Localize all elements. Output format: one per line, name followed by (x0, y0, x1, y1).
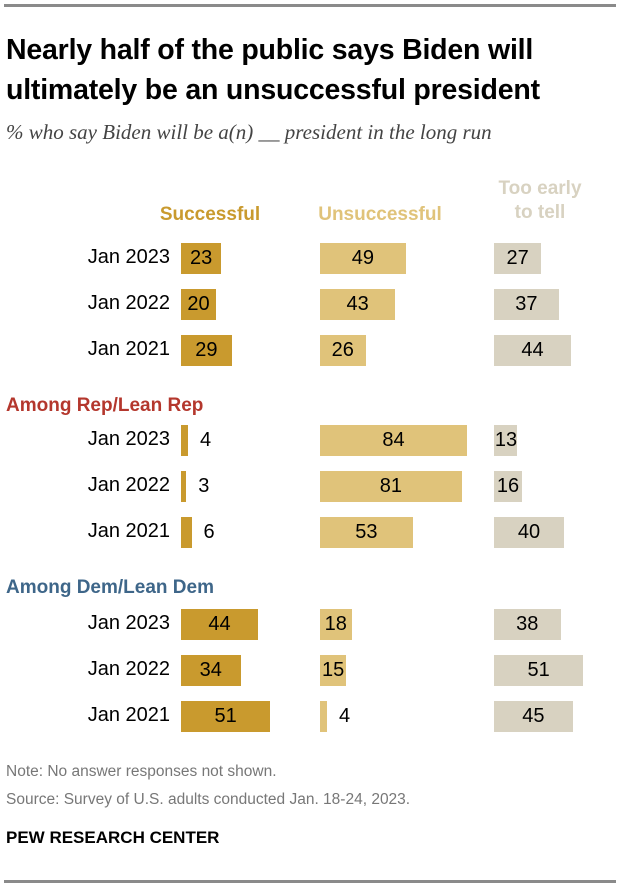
legend-too-early-line2: to tell (514, 202, 566, 223)
bar-unsuccessful (320, 655, 347, 686)
bar-successful (181, 701, 271, 732)
bar-unsuccessful (320, 471, 462, 502)
bar-too-early (494, 471, 522, 502)
value-label-unsuccessful: 49 (351, 247, 374, 269)
top-rule (4, 4, 616, 7)
bar-successful (181, 289, 216, 320)
value-label-unsuccessful: 43 (346, 293, 369, 315)
value-label-too-early: 13 (494, 429, 518, 451)
bar-successful (181, 243, 222, 274)
value-label-unsuccessful: 15 (322, 659, 345, 681)
row-label: Jan 2023 (87, 246, 170, 268)
value-label-successful: 4 (200, 429, 212, 451)
value-label-unsuccessful: 18 (324, 613, 347, 635)
bar-too-early (494, 517, 564, 548)
chart-subtitle: % who say Biden will be a(n) __ presiden… (6, 120, 492, 144)
bar-successful (181, 471, 187, 502)
bar-too-early (494, 701, 573, 732)
group-label: Among Rep/Lean Rep (6, 395, 204, 416)
brand-logo-text: PEW RESEARCH CENTER (6, 828, 220, 847)
row-label: Jan 2022 (87, 292, 170, 314)
value-label-too-early: 45 (522, 705, 545, 727)
bar-unsuccessful (320, 335, 366, 366)
value-label-too-early: 40 (517, 521, 541, 543)
bar-unsuccessful (320, 289, 396, 320)
value-label-successful: 3 (198, 475, 210, 497)
bar-too-early (494, 655, 584, 686)
row-label: Jan 2023 (87, 612, 170, 634)
bar-unsuccessful (320, 701, 327, 732)
note: Note: No answer responses not shown. (6, 763, 277, 780)
bar-too-early (494, 335, 571, 366)
row-label: Jan 2022 (87, 658, 170, 680)
bar-successful (181, 335, 232, 366)
value-label-too-early: 44 (521, 339, 544, 361)
value-label-successful: 44 (208, 613, 231, 635)
bar-too-early (494, 243, 542, 274)
bar-too-early (494, 609, 561, 640)
bar-successful (181, 517, 192, 548)
bar-unsuccessful (320, 243, 406, 274)
row-label: Jan 2022 (87, 474, 170, 496)
legend-too-early-line1: Too early (498, 178, 582, 199)
chart-title: Nearly half of the public says Biden wil… (6, 34, 540, 106)
value-label-successful: 6 (203, 521, 215, 543)
bar-too-early (494, 425, 517, 456)
bar-successful (181, 609, 258, 640)
value-label-too-early: 16 (496, 475, 520, 497)
row-label: Jan 2021 (87, 520, 170, 542)
value-label-successful: 34 (199, 659, 222, 681)
group-label: Among Dem/Lean Dem (6, 577, 214, 598)
value-label-unsuccessful: 81 (379, 475, 402, 497)
row-label: Jan 2021 (87, 338, 170, 360)
bar-unsuccessful (320, 609, 352, 640)
value-label-too-early: 37 (515, 293, 538, 315)
value-label-successful: 20 (187, 293, 210, 315)
legend-too-early: Too early to tell (480, 177, 600, 225)
bar-too-early (494, 289, 559, 320)
value-label-successful: 51 (214, 705, 237, 727)
value-label-successful: 23 (190, 247, 213, 269)
value-label-unsuccessful: 26 (331, 339, 354, 361)
row-label: Jan 2023 (87, 428, 170, 450)
value-label-successful: 29 (195, 339, 218, 361)
bar-unsuccessful (320, 425, 467, 456)
row-label: Jan 2021 (87, 704, 170, 726)
value-label-unsuccessful: 84 (382, 429, 405, 451)
value-label-unsuccessful: 53 (355, 521, 378, 543)
bar-successful (181, 425, 188, 456)
source: Source: Survey of U.S. adults conducted … (6, 791, 411, 808)
bottom-rule (4, 880, 616, 883)
bar-unsuccessful (320, 517, 413, 548)
legend-successful: Successful (159, 204, 261, 225)
value-label-unsuccessful: 4 (339, 705, 351, 727)
value-label-too-early: 38 (516, 613, 539, 635)
value-label-too-early: 27 (506, 247, 529, 269)
legend-unsuccessful: Unsuccessful (318, 204, 442, 225)
value-label-too-early: 51 (527, 659, 550, 681)
bar-successful (181, 655, 241, 686)
